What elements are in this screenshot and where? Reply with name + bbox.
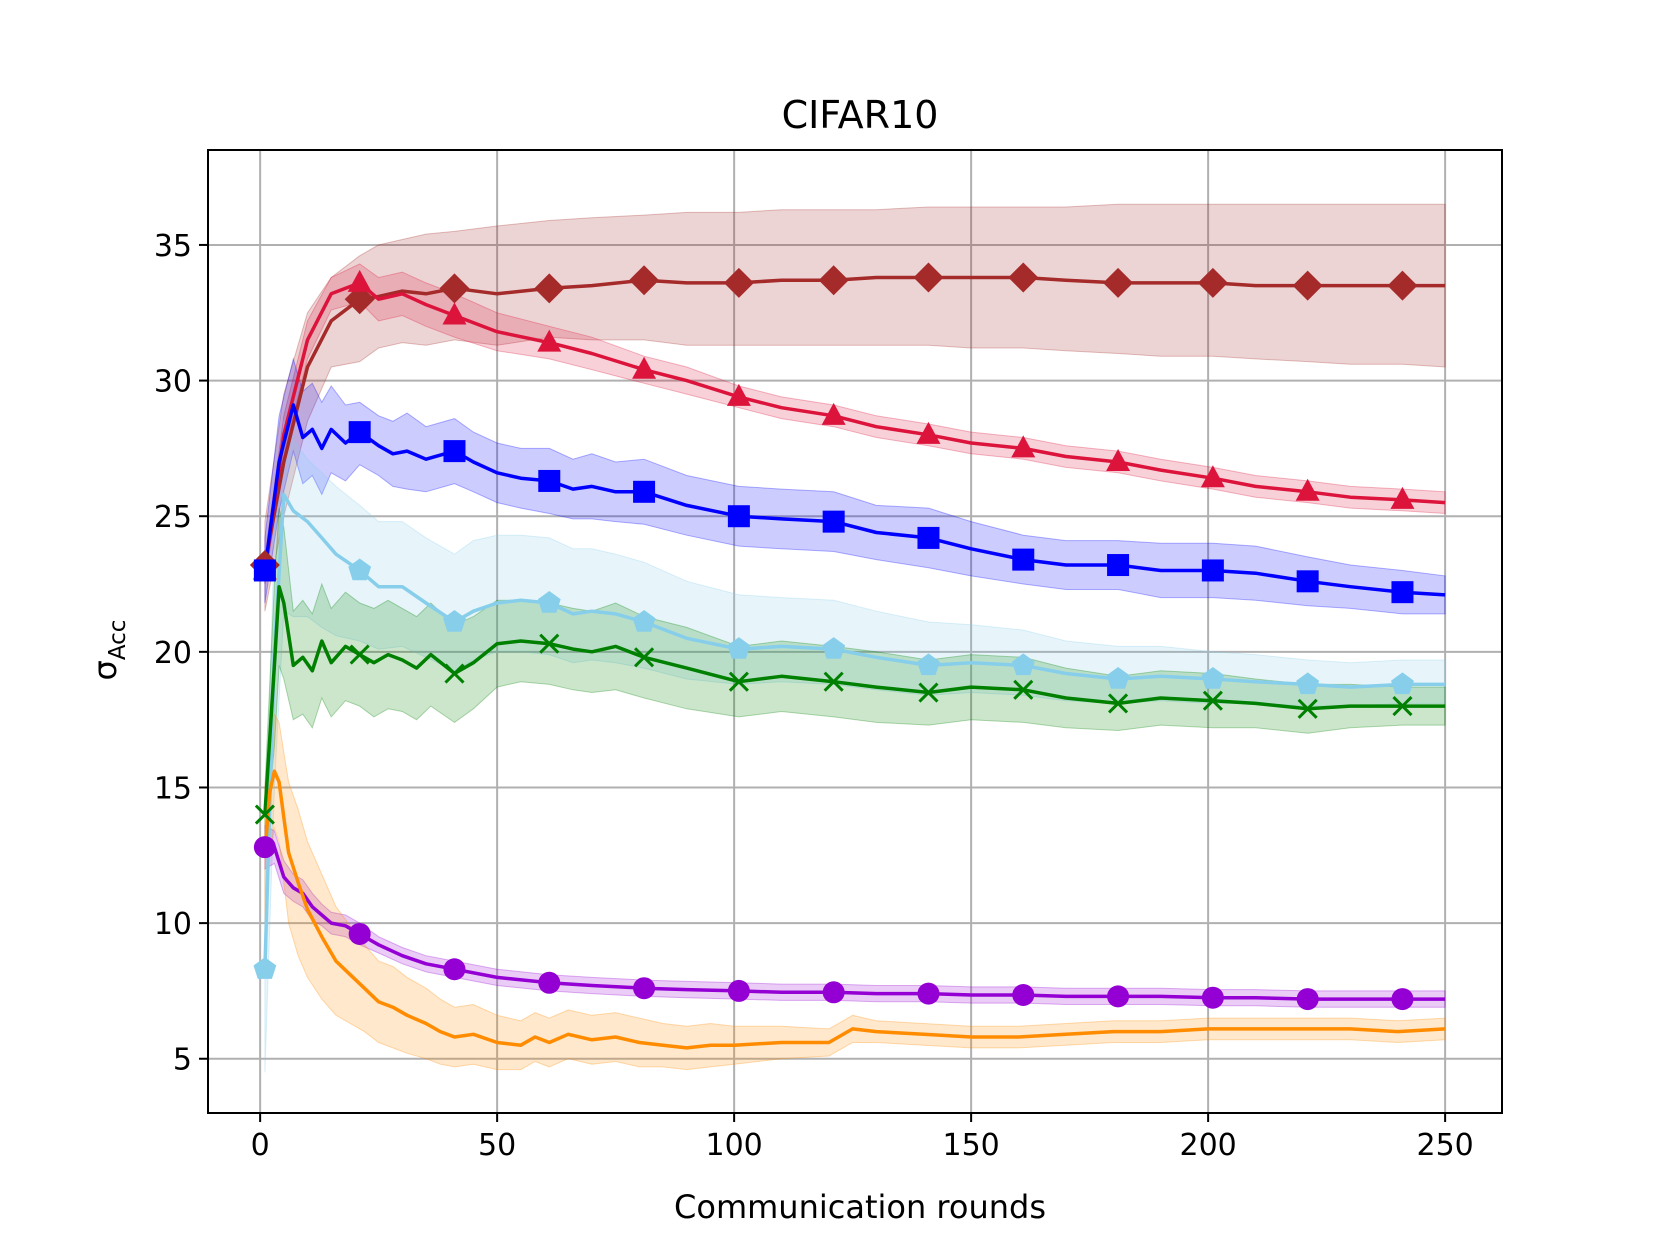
- blue-square-marker: [823, 511, 845, 533]
- purple-circle-marker: [1297, 988, 1319, 1010]
- purple-circle-marker: [1107, 985, 1129, 1007]
- y-tick-label: 10: [154, 907, 192, 942]
- blue-square-marker: [349, 421, 371, 443]
- blue-square-marker: [633, 481, 655, 503]
- blue-square-marker: [1107, 554, 1129, 576]
- purple-circle-marker: [443, 958, 465, 980]
- blue-square-marker: [254, 559, 276, 581]
- blue-square-marker: [728, 505, 750, 527]
- y-tick-label: 5: [173, 1043, 192, 1078]
- blue-square-marker: [1391, 581, 1413, 603]
- chart-canvas: CIFAR10 0 50 100 150 200 250 5 10 15 20 25 30 35 Com…: [0, 0, 1660, 1245]
- blue-square-marker: [917, 527, 939, 549]
- purple-circle-marker: [728, 980, 750, 1002]
- blue-square-marker: [1202, 559, 1224, 581]
- y-tick-label: 30: [154, 365, 192, 400]
- y-tick-label: 35: [154, 229, 192, 264]
- purple-circle-marker: [1391, 988, 1413, 1010]
- x-tick-label: 200: [1179, 1128, 1236, 1163]
- purple-circle-marker: [917, 983, 939, 1005]
- blue-square-marker: [538, 470, 560, 492]
- blue-square-marker: [443, 440, 465, 462]
- x-tick-label: 150: [942, 1128, 999, 1163]
- x-tick-label: 0: [251, 1128, 270, 1163]
- y-tick-label: 20: [154, 636, 192, 671]
- x-tick-label: 50: [478, 1128, 516, 1163]
- purple-circle-marker: [538, 972, 560, 994]
- purple-circle-marker: [349, 923, 371, 945]
- purple-circle-marker: [254, 836, 276, 858]
- purple-circle-marker: [633, 977, 655, 999]
- x-tick-label: 100: [705, 1128, 762, 1163]
- purple-circle-marker: [1012, 984, 1034, 1006]
- purple-circle-marker: [823, 981, 845, 1003]
- y-tick-label: 25: [154, 500, 192, 535]
- y-axis-label-subscript: Acc: [105, 620, 131, 661]
- x-tick-label: 250: [1416, 1128, 1473, 1163]
- y-tick-label: 15: [154, 771, 192, 806]
- chart-title: CIFAR10: [782, 93, 939, 137]
- x-axis-label: Communication rounds: [674, 1188, 1046, 1226]
- y-axis-label-main: σ: [86, 660, 124, 680]
- blue-square-marker: [1012, 549, 1034, 571]
- purple-circle-marker: [1202, 987, 1224, 1009]
- blue-square-marker: [1297, 570, 1319, 592]
